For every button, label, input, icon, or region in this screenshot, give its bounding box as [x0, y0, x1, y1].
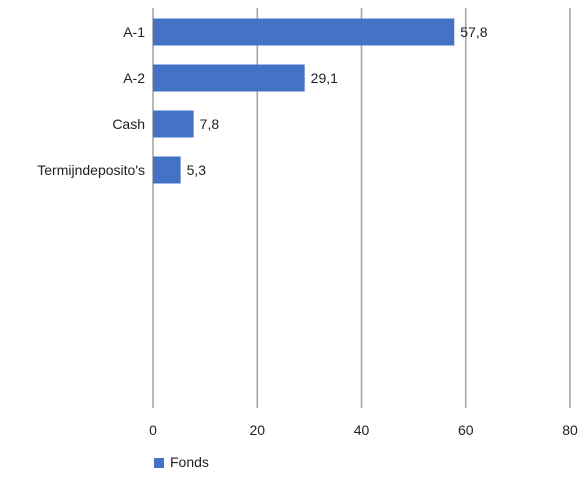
category-labels: A-1 A-2 Cash Termijndeposito's: [37, 24, 145, 178]
legend-label-fonds: Fonds: [170, 454, 209, 470]
legend: Fonds: [154, 454, 209, 470]
x-axis-tick-labels: 0 20 40 60 80: [149, 422, 578, 438]
bar-a-1: [153, 18, 455, 46]
bar-value-label: 57,8: [460, 24, 487, 40]
bar-value-label: 7,8: [200, 116, 220, 132]
x-tick-label: 0: [149, 422, 157, 438]
bar-value-label: 5,3: [187, 162, 207, 178]
value-labels: 57,8 29,1 7,8 5,3: [187, 24, 488, 178]
legend-swatch-fonds: [154, 458, 164, 468]
category-label: A-2: [123, 70, 145, 86]
category-label: Termijndeposito's: [37, 162, 145, 178]
x-tick-label: 80: [562, 422, 578, 438]
bars: [153, 18, 455, 184]
x-tick-label: 40: [354, 422, 370, 438]
x-tick-label: 20: [249, 422, 265, 438]
category-label: A-1: [123, 24, 145, 40]
bar-value-label: 29,1: [311, 70, 338, 86]
bar-termijndeposito-s: [153, 156, 181, 184]
category-label: Cash: [112, 116, 145, 132]
x-tick-label: 60: [458, 422, 474, 438]
bar-cash: [153, 110, 194, 138]
bar-a-2: [153, 64, 305, 92]
